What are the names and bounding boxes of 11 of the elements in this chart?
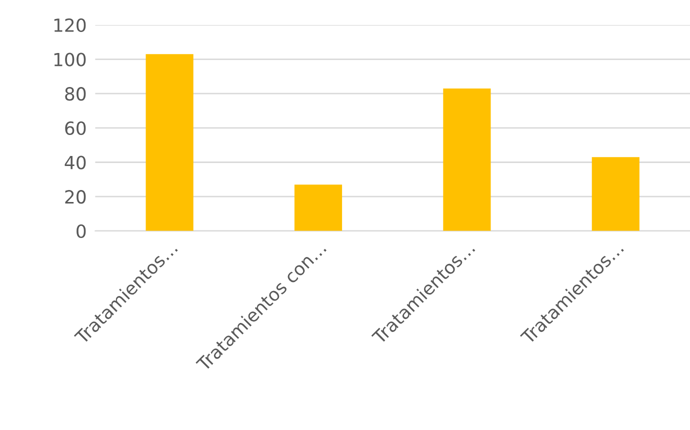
y-tick-label: 60 (65, 121, 86, 136)
bar (443, 88, 491, 231)
bar (592, 157, 640, 231)
y-tick-label: 0 (76, 224, 86, 238)
y-tick-label: 40 (64, 156, 86, 170)
y-tick-label: 100 (54, 52, 86, 66)
y-tick-label: 120 (54, 18, 86, 32)
y-tick-label: 20 (65, 190, 86, 204)
bar (146, 54, 194, 231)
bar (294, 184, 342, 231)
y-tick-label: 80 (65, 87, 86, 101)
